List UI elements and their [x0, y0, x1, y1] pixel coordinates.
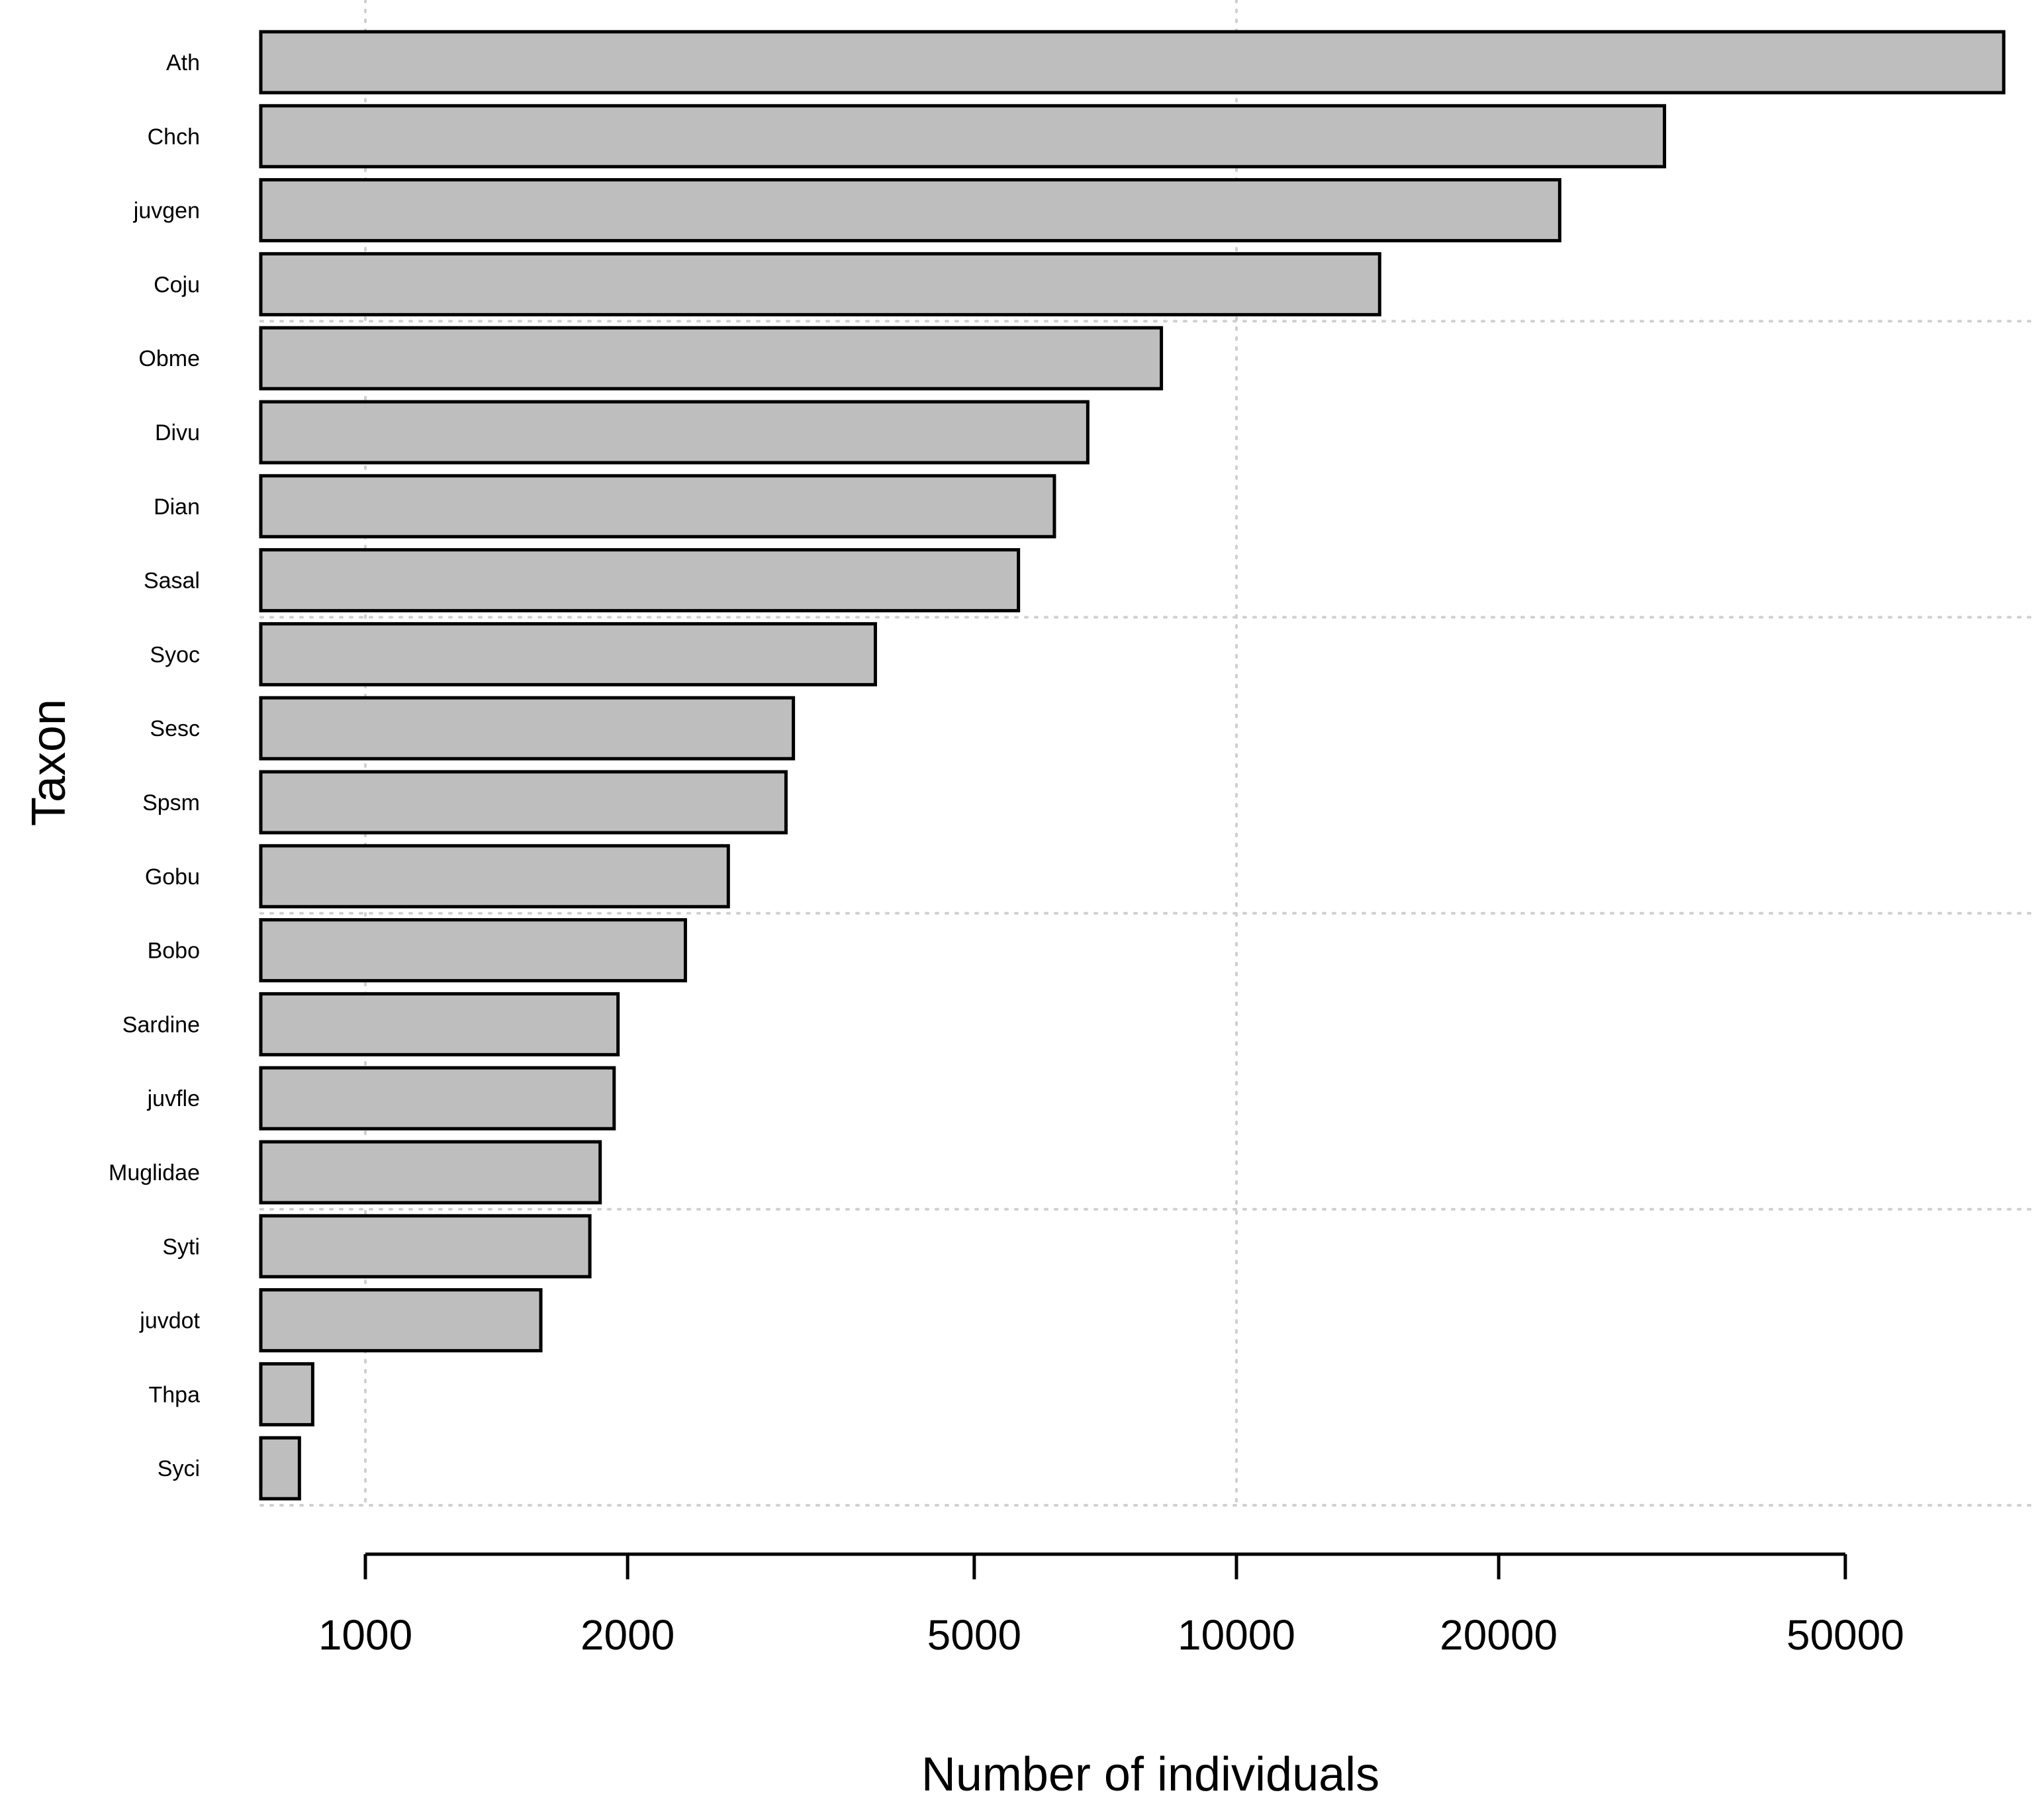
y-axis-title: Taxon — [23, 699, 75, 826]
bar-obme — [259, 326, 1164, 391]
bar-sasal — [259, 548, 1021, 613]
category-labels: Ath Chch juvgen Coju Obme Divu Dian Sasal Syoc Se… — [109, 50, 201, 1481]
bar-syoc — [259, 622, 877, 686]
category-label-muglidae: Muglidae — [109, 1160, 200, 1185]
bar-divu — [259, 400, 1090, 465]
category-label-spsm: Spsm — [142, 790, 200, 815]
category-label-syoc: Syoc — [150, 642, 200, 667]
x-tick-label: 5000 — [927, 1611, 1021, 1659]
category-label-obme: Obme — [138, 346, 200, 371]
category-label-sardine: Sardine — [122, 1012, 200, 1037]
x-tick-label: 2000 — [581, 1611, 674, 1659]
bar-juvdot — [259, 1288, 543, 1353]
bar-juvfle — [259, 1066, 616, 1131]
bar-thpa — [259, 1362, 314, 1426]
category-label-juvfle: juvfle — [147, 1086, 200, 1111]
category-label-juvdot: juvdot — [139, 1309, 200, 1334]
category-label-sesc: Sesc — [150, 716, 200, 741]
bar-muglidae — [259, 1140, 602, 1205]
category-label-juvgen: juvgen — [133, 199, 200, 224]
x-tick-label: 10000 — [1178, 1611, 1295, 1659]
bar-chch — [259, 104, 1667, 169]
bars — [259, 30, 2006, 1501]
bar-juvgen — [259, 178, 1561, 243]
x-axis-title: Number of individuals — [921, 1748, 1379, 1801]
category-label-coju: Coju — [154, 272, 200, 297]
category-label-syti: Syti — [162, 1234, 200, 1260]
bar-bobo — [259, 918, 687, 983]
bar-ath — [259, 30, 2006, 95]
category-label-bobo: Bobo — [148, 939, 200, 964]
bar-syci — [259, 1436, 301, 1501]
category-label-ath: Ath — [166, 50, 200, 75]
category-label-thpa: Thpa — [149, 1382, 201, 1407]
x-tick-label: 1000 — [318, 1611, 412, 1659]
x-tick-label: 20000 — [1440, 1611, 1557, 1659]
bar-sesc — [259, 696, 796, 761]
bar-syti — [259, 1214, 592, 1279]
category-label-syci: Syci — [158, 1456, 200, 1481]
x-tick-label: 50000 — [1787, 1611, 1904, 1659]
bar-spsm — [259, 770, 788, 835]
category-label-sasal: Sasal — [144, 569, 200, 594]
x-axis-ticks: 1000 2000 5000 10000 20000 50000 — [318, 1554, 1904, 1659]
bar-dian — [259, 474, 1056, 539]
bar-coju — [259, 252, 1381, 316]
category-label-divu: Divu — [155, 420, 200, 445]
category-label-gobu: Gobu — [145, 864, 200, 890]
bar-gobu — [259, 844, 730, 909]
bar-sardine — [259, 992, 620, 1056]
category-label-chch: Chch — [148, 124, 200, 150]
category-label-dian: Dian — [154, 494, 200, 520]
